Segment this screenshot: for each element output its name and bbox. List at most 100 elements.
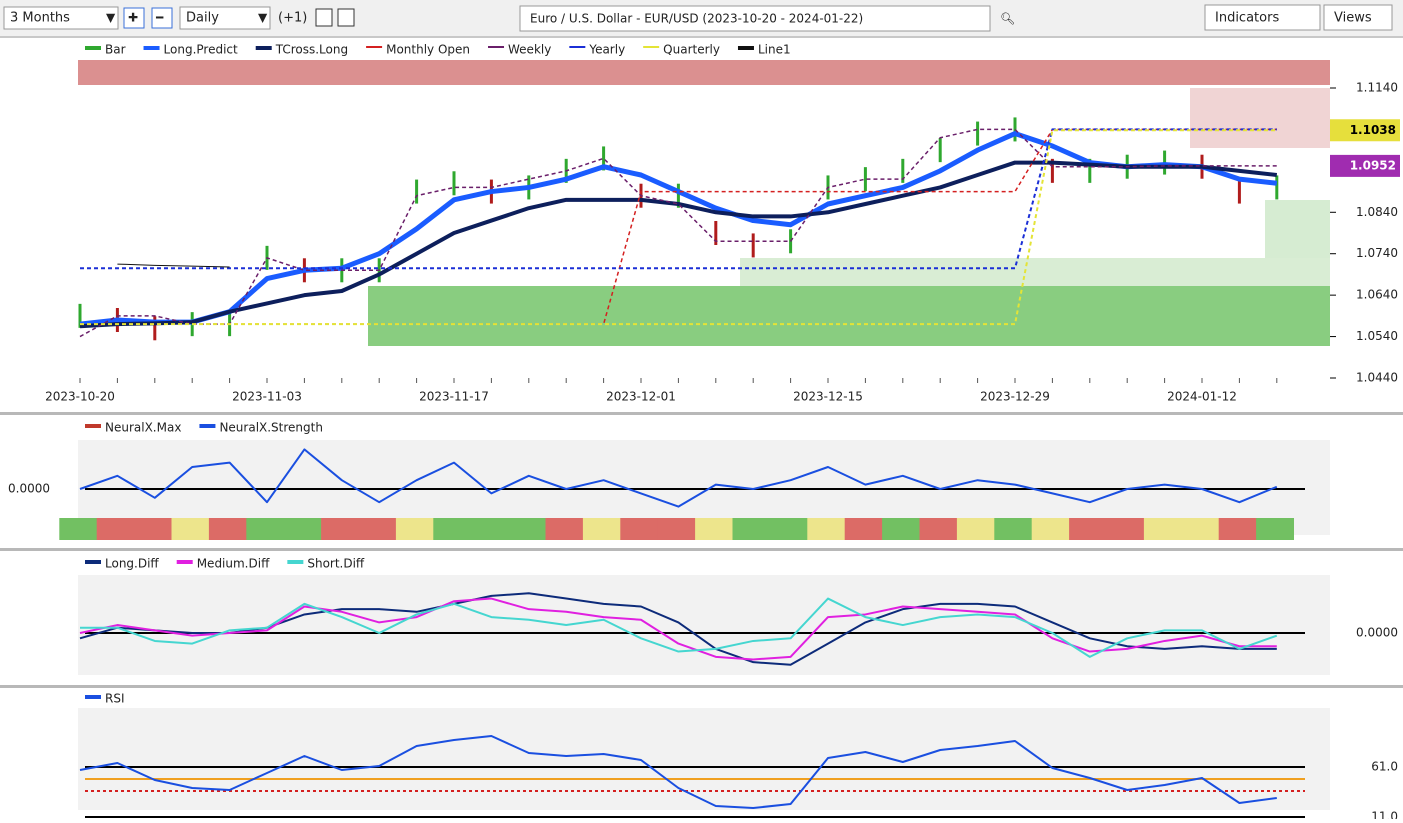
strength-cell xyxy=(732,518,771,540)
legend-label: Long.Predict xyxy=(164,43,238,57)
price-bar xyxy=(863,167,867,192)
views-text: Views xyxy=(1334,11,1372,26)
price-tag xyxy=(1330,154,1400,177)
price-bar xyxy=(901,158,905,183)
zoom-in[interactable] xyxy=(123,7,145,29)
search-icon[interactable]: 🔍︎ xyxy=(1000,12,1015,26)
x-tick-label: 2023-12-01 xyxy=(606,390,676,404)
price-bar xyxy=(751,233,755,258)
strength-cell xyxy=(508,518,546,540)
strength-cell xyxy=(1181,518,1220,540)
legend-swatch xyxy=(737,46,754,50)
price-bar xyxy=(415,179,419,204)
price-bar xyxy=(1050,158,1054,183)
price-bar xyxy=(976,121,980,146)
x-tick-label: 2023-12-29 xyxy=(980,390,1050,404)
range-select[interactable] xyxy=(3,6,119,30)
x-tick-label: 2023-12-15 xyxy=(793,390,863,404)
support-zone xyxy=(368,286,1330,346)
series-line xyxy=(79,735,1277,809)
views-button[interactable] xyxy=(1323,4,1393,31)
interval-select[interactable] xyxy=(179,6,271,30)
resistance-zone xyxy=(78,60,1330,85)
legend-label: Line1 xyxy=(758,43,791,57)
legend-swatch xyxy=(85,46,101,50)
price-bar xyxy=(1013,117,1017,142)
strength-cell xyxy=(208,518,247,540)
series-line xyxy=(79,131,1278,327)
strength-cell xyxy=(1143,518,1182,540)
support-zone-2 xyxy=(740,258,1330,286)
indicators-button[interactable] xyxy=(1204,4,1321,31)
symbol-title: Euro / U.S. Dollar - EUR/USD (2023-10-20… xyxy=(530,12,863,26)
series-line xyxy=(79,448,1278,508)
y-tick-label: 1.0540 xyxy=(1356,329,1398,343)
strength-cell xyxy=(1106,518,1145,540)
x-tick-label: 2023-10-20 xyxy=(45,390,115,404)
strength-cell xyxy=(171,518,210,540)
x-tick-label: 2023-11-17 xyxy=(419,390,489,404)
legend-label: NeuralX.Max xyxy=(105,421,181,435)
price-bar xyxy=(602,146,606,171)
strength-cell xyxy=(582,518,621,540)
strength-cell xyxy=(620,518,659,540)
x-tick-label: 2024-01-12 xyxy=(1167,390,1237,404)
series-line xyxy=(80,128,1277,270)
price-bar xyxy=(452,171,456,196)
legend-label: Bar xyxy=(105,43,126,57)
strength-cell xyxy=(844,518,883,540)
series-line xyxy=(79,597,1277,661)
y-tick-label: 1.0640 xyxy=(1356,288,1398,302)
minus: ━ xyxy=(155,11,164,25)
symbol-box[interactable] xyxy=(519,5,991,32)
panel-bg xyxy=(78,575,1330,675)
price-bar xyxy=(676,183,680,208)
series-line xyxy=(80,129,1277,326)
add-button[interactable] xyxy=(315,8,333,27)
divider xyxy=(0,412,1403,415)
strength-cell xyxy=(358,518,397,540)
indicators-text: Indicators xyxy=(1215,11,1279,26)
legend-label: TCross.Long xyxy=(275,43,348,57)
strength-cell xyxy=(994,518,1033,540)
legend-swatch xyxy=(488,46,505,48)
strength-cell xyxy=(433,518,472,540)
interval-text: Daily xyxy=(186,11,219,26)
price-bar xyxy=(714,221,718,245)
legend-label: Quarterly xyxy=(663,43,720,57)
price-bar xyxy=(1275,175,1279,200)
remove-button[interactable] xyxy=(337,8,355,27)
price-bar xyxy=(938,138,942,163)
plus: ✚ xyxy=(128,11,138,25)
legend-label: Monthly Open xyxy=(386,43,470,57)
y-tick-label: 1.0740 xyxy=(1356,246,1398,260)
panel-bg xyxy=(78,708,1330,810)
legend-swatch xyxy=(176,560,193,564)
legend-label: Medium.Diff xyxy=(197,557,270,571)
strength-cell xyxy=(96,518,135,540)
legend-swatch xyxy=(199,424,216,428)
divider xyxy=(0,548,1403,551)
price-tag xyxy=(1330,119,1400,142)
caret: ▼ xyxy=(258,11,268,25)
legend-swatch xyxy=(255,46,272,50)
strength-cell xyxy=(470,518,509,540)
series-line xyxy=(79,128,1277,338)
legend-label: Long.Diff xyxy=(105,557,159,571)
strength-cell xyxy=(1031,518,1070,540)
zoom-out[interactable] xyxy=(151,7,173,29)
legend-label: Weekly xyxy=(508,43,551,57)
support-zone-3 xyxy=(1265,200,1330,258)
strength-cell xyxy=(1218,518,1257,540)
strength-cell xyxy=(657,518,696,540)
y-tick-label: 1.0440 xyxy=(1356,371,1398,385)
strength-cell xyxy=(246,518,285,540)
offset-text: (+1) xyxy=(278,11,307,26)
legend-swatch xyxy=(643,46,660,48)
strength-cell xyxy=(807,518,846,540)
strength-cell xyxy=(283,518,322,540)
legend-label: RSI xyxy=(105,692,125,706)
price-bar xyxy=(153,316,157,341)
